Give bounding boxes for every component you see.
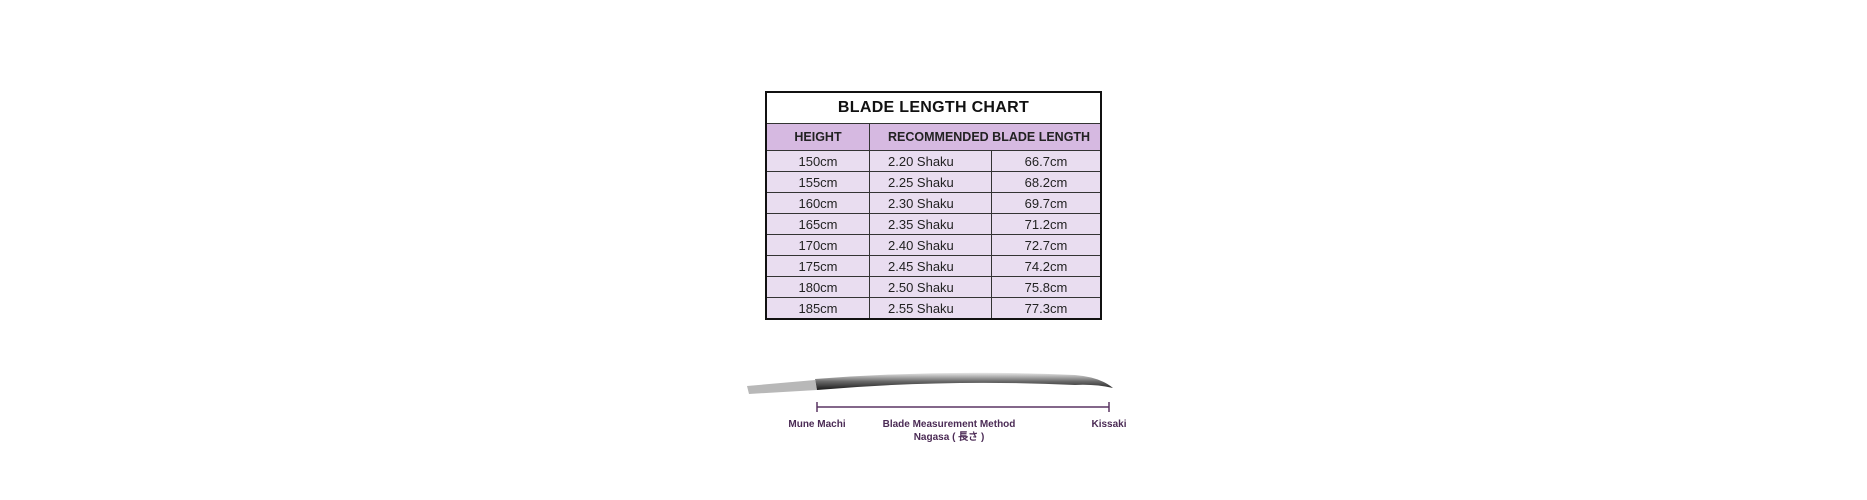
shaku-cell: 2.55 Shaku	[869, 297, 992, 320]
header-height: HEIGHT	[765, 123, 870, 151]
table-row: 165cm 2.35 Shaku 71.2cm	[765, 213, 1102, 235]
shaku-cell: 2.25 Shaku	[869, 171, 992, 193]
table-row: 170cm 2.40 Shaku 72.7cm	[765, 234, 1102, 256]
table-row: 180cm 2.50 Shaku 75.8cm	[765, 276, 1102, 298]
height-cell: 175cm	[765, 255, 870, 277]
height-cell: 180cm	[765, 276, 870, 298]
table-row: 150cm 2.20 Shaku 66.7cm	[765, 150, 1102, 172]
sword-diagram	[747, 372, 1113, 412]
height-cell: 165cm	[765, 213, 870, 235]
cm-cell: 68.2cm	[991, 171, 1102, 193]
cm-cell: 72.7cm	[991, 234, 1102, 256]
table-row: 185cm 2.55 Shaku 77.3cm	[765, 297, 1102, 320]
nagasa-label: Nagasa ( 長さ )	[913, 432, 985, 443]
height-cell: 170cm	[765, 234, 870, 256]
tang	[747, 380, 817, 394]
header-blade-length: RECOMMENDED BLADE LENGTH	[869, 123, 1102, 151]
table-row: 155cm 2.25 Shaku 68.2cm	[765, 171, 1102, 193]
table-row: 175cm 2.45 Shaku 74.2cm	[765, 255, 1102, 277]
kissaki-label: Kissaki	[1091, 419, 1127, 430]
cm-cell: 77.3cm	[991, 297, 1102, 320]
shaku-cell: 2.30 Shaku	[869, 192, 992, 214]
shaku-cell: 2.20 Shaku	[869, 150, 992, 172]
table-row: 160cm 2.30 Shaku 69.7cm	[765, 192, 1102, 214]
cm-cell: 66.7cm	[991, 150, 1102, 172]
cm-cell: 71.2cm	[991, 213, 1102, 235]
blade-length-chart: BLADE LENGTH CHART HEIGHT RECOMMENDED BL…	[765, 91, 1102, 320]
shaku-cell: 2.40 Shaku	[869, 234, 992, 256]
height-cell: 185cm	[765, 297, 870, 320]
measurement-method-label: Blade Measurement Method	[882, 419, 1016, 430]
mune-machi-label: Mune Machi	[788, 419, 846, 430]
height-cell: 160cm	[765, 192, 870, 214]
cm-cell: 69.7cm	[991, 192, 1102, 214]
height-cell: 155cm	[765, 171, 870, 193]
cm-cell: 74.2cm	[991, 255, 1102, 277]
shaku-cell: 2.35 Shaku	[869, 213, 992, 235]
shaku-cell: 2.45 Shaku	[869, 255, 992, 277]
blade-icon	[815, 372, 1113, 390]
chart-title: BLADE LENGTH CHART	[765, 91, 1102, 124]
height-cell: 150cm	[765, 150, 870, 172]
cm-cell: 75.8cm	[991, 276, 1102, 298]
shaku-cell: 2.50 Shaku	[869, 276, 992, 298]
